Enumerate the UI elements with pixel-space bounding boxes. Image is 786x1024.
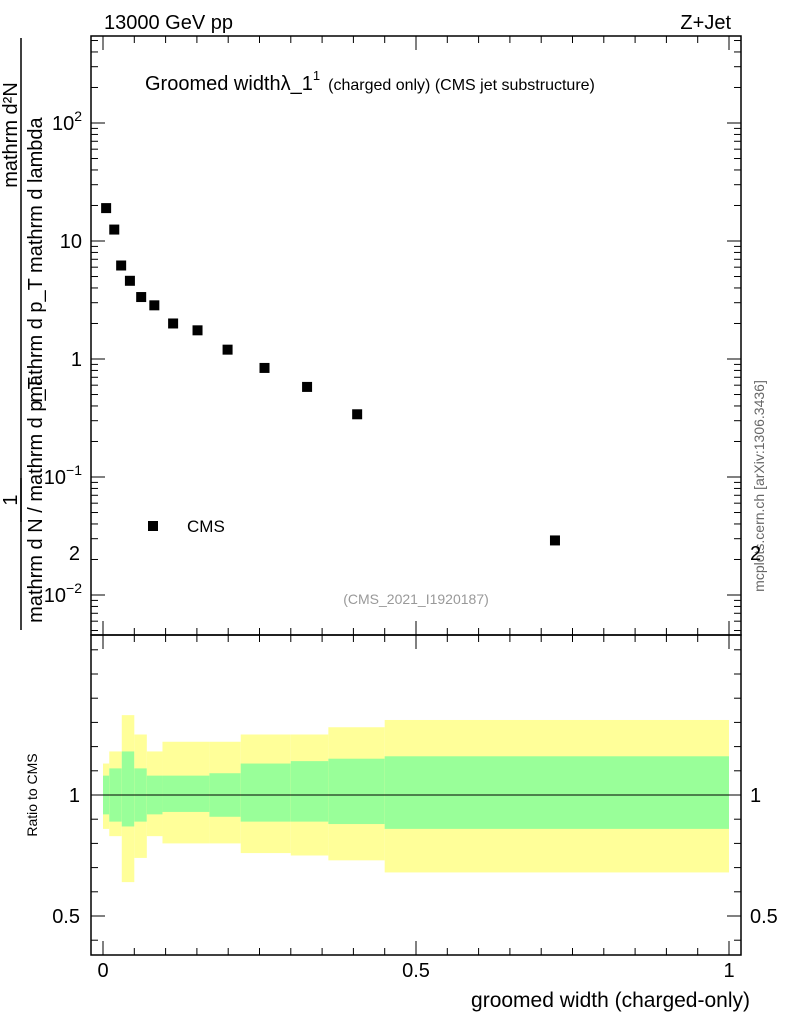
main-plot-frame xyxy=(90,35,742,636)
y-tick-label: 10 xyxy=(60,231,82,253)
watermark: mcplots.cern.ch [arXiv:1306.3436] xyxy=(751,380,767,592)
ratio-y-tick-label: 1 xyxy=(69,785,80,807)
stat-band xyxy=(240,763,291,822)
data-point xyxy=(302,381,313,392)
main-y-tick-labels: 10−2 10−1 1 10 102 xyxy=(44,108,82,607)
stat-band xyxy=(121,751,135,827)
plot-title-superscript: 1 xyxy=(313,68,320,83)
y-label-denominator: mathrm d p_T mathrm d lambda xyxy=(25,116,47,402)
data-point xyxy=(168,318,179,329)
ratio-y-tick-label-right: 0.5 xyxy=(750,906,778,928)
analysis-annotation: (CMS_2021_I1920187) xyxy=(343,591,489,607)
plot-title-detail: (charged only) (CMS jet substructure) xyxy=(328,77,595,94)
plot-title-symbol: λ_1 xyxy=(281,73,313,95)
legend: CMS xyxy=(148,517,225,536)
x-tick-label: 0 xyxy=(97,960,108,982)
stat-band xyxy=(384,756,729,829)
y-label-prefix-num: 1 xyxy=(0,494,22,505)
x-axis-label: groomed width (charged-only) xyxy=(471,989,750,1012)
data-point xyxy=(549,535,560,546)
data-points xyxy=(101,203,560,546)
legend-marker xyxy=(148,521,158,531)
header-energy: 13000 GeV pp xyxy=(104,12,233,34)
y-label-prefix-den: mathrm d N / mathrm d p_T xyxy=(25,377,47,623)
ratio-y-tick-label: 2 xyxy=(69,543,80,565)
ratio-bands xyxy=(103,715,729,883)
y-tick-label: 102 xyxy=(52,108,82,135)
data-point xyxy=(149,300,160,311)
main-axis-ticks xyxy=(91,36,741,635)
x-tick-label: 1 xyxy=(723,960,734,982)
x-tick-labels: 0 0.5 1 xyxy=(97,960,734,982)
plot-title-main: Groomed width xyxy=(145,73,281,95)
data-point xyxy=(116,260,127,271)
ratio-y-tick-label-right: 1 xyxy=(750,785,761,807)
header-process: Z+Jet xyxy=(680,12,731,34)
stat-band xyxy=(290,761,329,822)
data-point xyxy=(192,325,203,336)
data-point xyxy=(259,362,270,373)
ratio-y-tick-label-right: 2 xyxy=(750,543,761,565)
y-label-numerator: mathrm d²N xyxy=(0,82,22,188)
ratio-axis-ticks xyxy=(91,635,741,955)
legend-label: CMS xyxy=(187,517,225,536)
ratio-y-label: Ratio to CMS xyxy=(24,753,40,836)
x-tick-label: 0.5 xyxy=(402,960,430,982)
y-tick-label: 10−1 xyxy=(44,462,82,489)
plot-title: Groomed widthλ_11 (charged only) (CMS jet… xyxy=(145,68,595,95)
y-tick-label: 10−2 xyxy=(44,580,82,607)
data-point xyxy=(124,275,135,286)
stat-band xyxy=(328,758,385,825)
main-y-label: 1 mathrm d N / mathrm d p_T mathrm d²N m… xyxy=(0,38,47,630)
ratio-y-tick-labels: 0.5 0.5 1 1 2 2 xyxy=(52,543,778,928)
stat-band xyxy=(162,775,210,812)
data-point xyxy=(136,292,147,303)
y-tick-label: 1 xyxy=(71,349,82,371)
ratio-y-tick-label: 0.5 xyxy=(52,906,80,928)
data-point xyxy=(101,203,112,214)
data-point xyxy=(109,224,120,235)
data-point xyxy=(352,409,363,420)
data-point xyxy=(222,344,233,355)
